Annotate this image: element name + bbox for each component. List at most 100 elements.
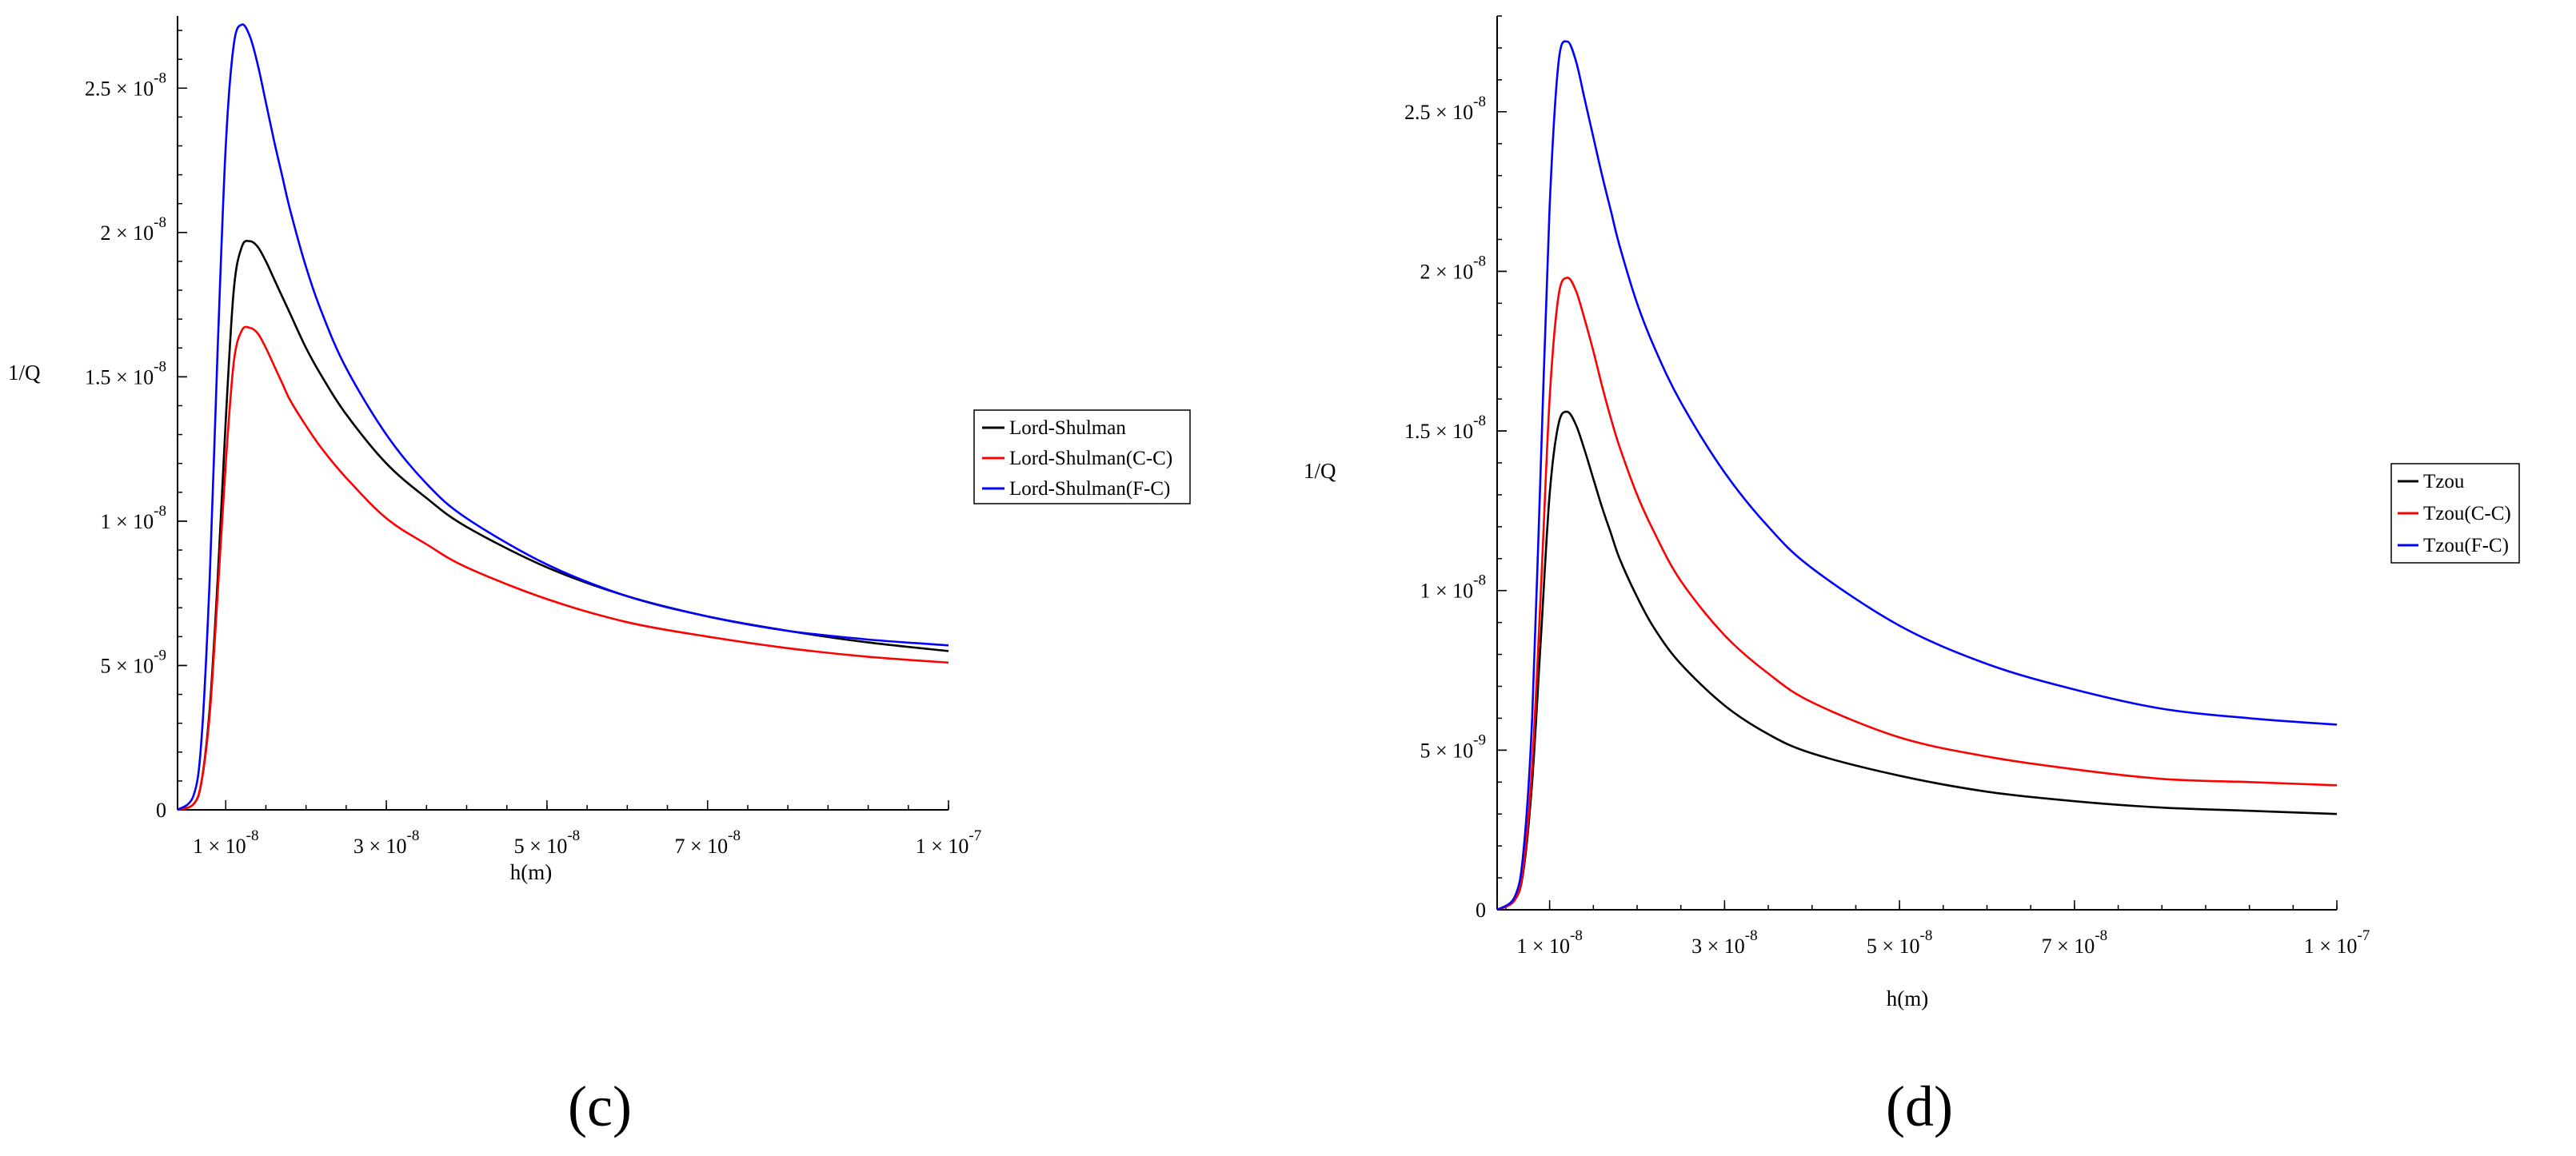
x-tick-times: × 10 [525,835,568,858]
y-tick-times: × 10 [1431,420,1474,443]
x-tick-label: 3 × 10-8 [1691,927,1758,958]
x-tick-label: 3 × 10-8 [353,827,420,858]
y-tick-mantissa: 1.5 [1404,420,1431,443]
series-line-3 [177,23,949,811]
panel-label: (c) [568,1074,632,1138]
x-tick-times: × 10 [1702,935,1745,958]
x-tick-mantissa: 7 [675,835,685,858]
x-tick-mantissa: 1 [916,835,926,858]
x-tick-label: 5 × 10-8 [514,827,581,858]
x-tick-exponent: -8 [407,827,420,844]
x-tick-exponent: -7 [2357,927,2370,944]
y-tick-label: 2 × 10-8 [101,214,167,245]
y-tick-label: 5 × 10-9 [1420,731,1487,762]
legend: Tzou Tzou(C-C) Tzou(F-C) [2390,463,2520,564]
y-tick-exponent: -8 [1473,253,1486,269]
x-tick-times: × 10 [364,835,407,858]
y-tick-label: 0 [156,799,166,822]
y-tick-label: 1.5 × 10-8 [85,358,166,389]
y-tick-label: 1.5 × 10-8 [1404,413,1486,443]
y-tick-exponent: -8 [154,70,166,86]
x-tick-exponent: -8 [246,827,259,844]
y-tick-exponent: -8 [154,358,166,375]
y-tick-mantissa: 2.5 [1404,101,1431,124]
y-axis-label: 1/Q [8,361,41,385]
x-tick-mantissa: 1 [193,835,203,858]
series-line-2 [1496,277,2338,911]
y-tick-times: × 10 [1431,580,1474,603]
y-tick-label: 1 × 10-8 [101,503,167,533]
y-tick-exponent: -8 [154,503,166,520]
x-axis-label: h(m) [1887,987,1928,1011]
y-tick-exponent: -8 [1473,572,1486,589]
x-tick-label: 1 × 10-7 [2304,927,2370,958]
y-tick-mantissa: 2 [101,221,111,245]
y-tick-exponent: -8 [154,214,166,231]
y-tick-exponent: -9 [1473,731,1486,748]
x-tick-label: 1 × 10-7 [916,827,982,858]
x-tick-mantissa: 1 [1516,935,1527,958]
x-tick-exponent: -8 [1745,927,1758,944]
x-tick-times: × 10 [1877,935,1920,958]
x-tick-times: × 10 [685,835,729,858]
y-tick-mantissa: 0 [156,799,166,822]
y-tick-label: 2.5 × 10-8 [1404,94,1486,124]
x-tick-label: 7 × 10-8 [675,827,741,858]
y-tick-times: × 10 [111,221,154,245]
x-tick-exponent: -7 [968,827,981,844]
y-tick-times: × 10 [1431,739,1474,762]
x-tick-times: × 10 [2314,935,2358,958]
legend-label: Lord-Shulman(F-C) [1009,478,1170,500]
series-line-2 [177,325,949,811]
panel-label: (d) [1886,1074,1953,1138]
y-tick-times: × 10 [1431,260,1474,283]
x-tick-label: 1 × 10-8 [1516,927,1583,958]
x-tick-mantissa: 5 [1867,935,1877,958]
chart-panel-d: 05 × 10-91 × 10-81.5 × 10-82 × 10-82.5 ×… [1304,15,2520,1138]
x-tick-label: 1 × 10-8 [193,827,259,858]
y-tick-mantissa: 1.5 [85,365,111,389]
x-tick-mantissa: 3 [1691,935,1702,958]
legend-label: Lord-Shulman [1009,417,1126,439]
y-tick-times: × 10 [111,365,154,389]
y-tick-exponent: -8 [1473,413,1486,429]
y-tick-exponent: -8 [1473,94,1486,110]
y-tick-times: × 10 [111,654,154,677]
x-tick-exponent: -8 [2095,927,2107,944]
y-tick-exponent: -9 [154,647,166,664]
x-tick-times: × 10 [203,835,246,858]
series-line-3 [1496,40,2338,911]
legend-box [973,409,1191,504]
y-tick-mantissa: 2.5 [85,77,111,100]
legend-label: Tzou [2423,471,2465,492]
x-tick-exponent: -8 [728,827,741,844]
series-line-1 [177,239,949,811]
x-tick-mantissa: 3 [353,835,364,858]
y-tick-times: × 10 [1431,101,1474,124]
series-line-1 [1496,410,2338,911]
x-tick-exponent: -8 [567,827,580,844]
y-tick-mantissa: 1 [1420,580,1431,603]
x-tick-exponent: -8 [1920,927,1933,944]
y-tick-label: 5 × 10-9 [101,647,167,677]
y-tick-mantissa: 0 [1476,899,1486,922]
legend-label: Tzou(F-C) [2423,535,2509,556]
legend: Lord-Shulman Lord-Shulman(C-C) Lord-Shulma… [973,409,1191,504]
x-axis-label: h(m) [510,860,552,884]
y-tick-mantissa: 5 [101,654,111,677]
y-tick-times: × 10 [111,510,154,533]
legend-label: Lord-Shulman(C-C) [1009,448,1172,469]
y-tick-mantissa: 1 [101,510,111,533]
x-tick-mantissa: 1 [2304,935,2314,958]
x-tick-times: × 10 [2052,935,2095,958]
x-tick-label: 5 × 10-8 [1867,927,1933,958]
x-tick-mantissa: 7 [2042,935,2052,958]
y-tick-mantissa: 2 [1420,260,1431,283]
y-tick-mantissa: 5 [1420,739,1431,762]
x-tick-times: × 10 [1527,935,1570,958]
y-tick-label: 2 × 10-8 [1420,253,1487,283]
x-tick-label: 7 × 10-8 [2042,927,2108,958]
x-tick-times: × 10 [926,835,969,858]
chart-panel-c: 05 × 10-91 × 10-81.5 × 10-82 × 10-82.5 ×… [8,16,1191,1138]
